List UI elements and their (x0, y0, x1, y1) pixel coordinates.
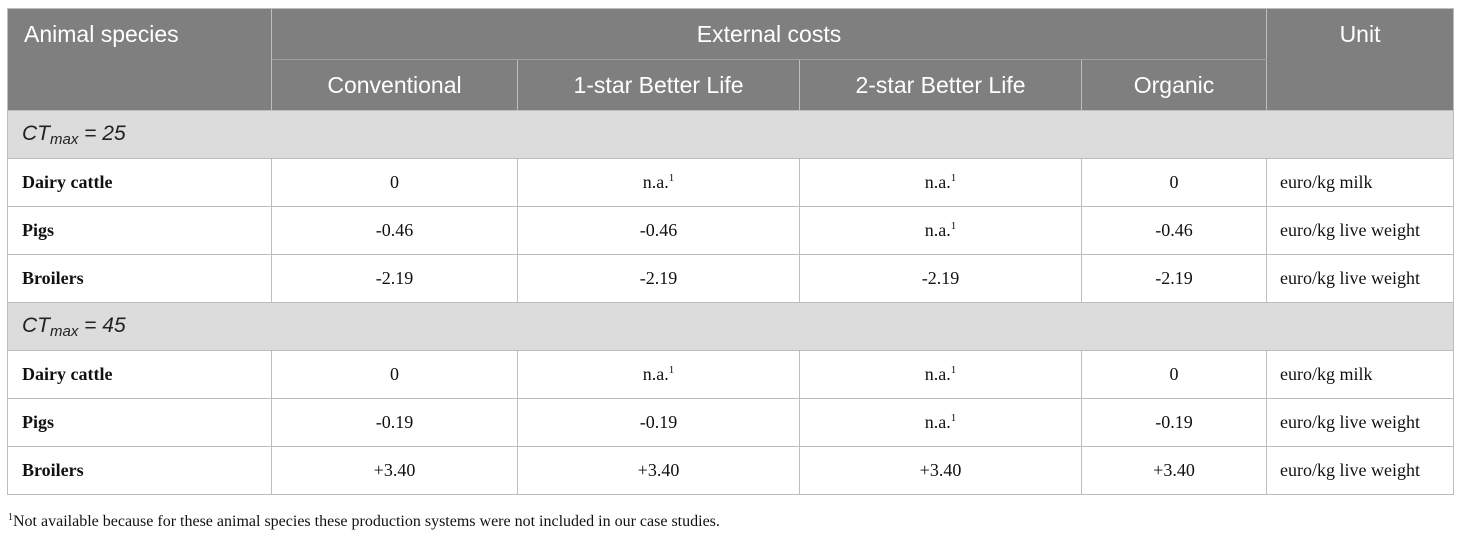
footnote-ref: 1 (950, 412, 957, 424)
group-ct-subscript: max (50, 322, 79, 340)
cost-value: -2.19 (639, 268, 678, 288)
cost-value: n.a. (924, 412, 951, 432)
cost-value: +3.40 (919, 460, 962, 480)
cost-cell: n.a.1 (799, 350, 1082, 399)
cost-cell: -2.19 (1080, 254, 1268, 303)
cost-cell: 0 (1080, 158, 1268, 207)
header-animal-species: Animal species (7, 8, 272, 111)
cost-value: -0.19 (639, 412, 678, 432)
footnote-ref: 1 (950, 364, 957, 376)
table-row: Broilers -2.19 -2.19 -2.19 -2.19 euro/kg live… (7, 254, 1455, 303)
footnote-ref: 1 (668, 364, 675, 376)
table-row: Broilers +3.40 +3.40 +3.40 +3.40 euro/kg live… (7, 446, 1455, 495)
cost-cell: +3.40 (271, 446, 518, 495)
table-container: Animal species External costs Unit Conve… (6, 8, 1455, 495)
cost-cell: +3.40 (799, 446, 1082, 495)
cost-cell: n.a.1 (517, 158, 800, 207)
header-conventional: Conventional (271, 59, 518, 111)
cost-value: -2.19 (375, 268, 414, 288)
cost-cell: +3.40 (517, 446, 800, 495)
cost-value: n.a. (924, 220, 951, 240)
cost-value: -2.19 (921, 268, 960, 288)
table-row: Pigs -0.46 -0.46 n.a.1 -0.46 euro/kg live wei… (7, 206, 1455, 255)
cost-value: 0 (390, 364, 399, 384)
footnote-text: Not available because for these animal s… (13, 513, 720, 530)
cost-cell: -0.46 (1080, 206, 1268, 255)
group-label: CTmax = 45 (6, 302, 1455, 351)
cost-value: +3.40 (1153, 460, 1195, 480)
animal-name: Broilers (7, 254, 272, 303)
cost-cell: -0.46 (517, 206, 800, 255)
unit-cell: euro/kg live weight (1266, 254, 1455, 303)
animal-name: Dairy cattle (7, 350, 272, 399)
cost-value: n.a. (642, 364, 669, 384)
group-ct-subscript: max (50, 130, 79, 148)
header-unit: Unit (1266, 8, 1455, 111)
header-external-costs: External costs (270, 8, 1268, 60)
group-row: CTmax = 45 (6, 302, 1455, 351)
table-row: Pigs -0.19 -0.19 n.a.1 -0.19 euro/kg live wei… (7, 398, 1455, 447)
animal-name: Dairy cattle (7, 158, 272, 207)
footnote-mark: 1 (8, 512, 13, 523)
external-costs-table: Animal species External costs Unit Conve… (6, 8, 1455, 495)
cost-cell: n.a.1 (517, 350, 800, 399)
cost-cell: +3.40 (1080, 446, 1268, 495)
table-row: Dairy cattle 0 n.a.1 n.a.1 0 euro/kg milk (7, 158, 1455, 207)
cost-cell: -0.19 (517, 398, 800, 447)
group-ct-label: CT (22, 313, 50, 337)
table-body: CTmax = 25 Dairy cattle 0 n.a.1 n.a.1 0 euro/k… (6, 110, 1455, 495)
animal-name: Pigs (7, 206, 272, 255)
cost-value: +3.40 (373, 460, 416, 480)
cost-value: -2.19 (1155, 268, 1193, 288)
cost-value: n.a. (924, 364, 951, 384)
group-label: CTmax = 25 (6, 110, 1455, 159)
unit-cell: euro/kg live weight (1266, 206, 1455, 255)
footnote-ref: 1 (668, 172, 675, 184)
cost-cell: 0 (1080, 350, 1268, 399)
unit-cell: euro/kg milk (1266, 350, 1455, 399)
cost-value: +3.40 (637, 460, 680, 480)
header-1-star-better-life: 1-star Better Life (517, 59, 800, 111)
group-row: CTmax = 25 (6, 110, 1455, 159)
unit-cell: euro/kg live weight (1266, 446, 1455, 495)
cost-cell: 0 (271, 350, 518, 399)
unit-cell: euro/kg milk (1266, 158, 1455, 207)
group-ct-value: = 25 (78, 121, 126, 145)
cost-cell: n.a.1 (799, 158, 1082, 207)
cost-value: -0.46 (1155, 220, 1193, 240)
footnote-ref: 1 (950, 172, 957, 184)
cost-value: 0 (1169, 364, 1179, 384)
cost-value: 0 (390, 172, 399, 192)
cost-value: -0.19 (1155, 412, 1193, 432)
animal-name: Broilers (7, 446, 272, 495)
cost-cell: -0.19 (271, 398, 518, 447)
cost-value: 0 (1169, 172, 1179, 192)
cost-value: -0.19 (375, 412, 414, 432)
header-2-star-better-life: 2-star Better Life (799, 59, 1082, 111)
cost-value: -0.46 (375, 220, 414, 240)
cost-value: -0.46 (639, 220, 678, 240)
cost-cell: 0 (271, 158, 518, 207)
cost-cell: -0.19 (1080, 398, 1268, 447)
cost-cell: -2.19 (271, 254, 518, 303)
animal-name: Pigs (7, 398, 272, 447)
group-ct-label: CT (22, 121, 50, 145)
header-organic: Organic (1080, 59, 1268, 111)
table-row: Dairy cattle 0 n.a.1 n.a.1 0 euro/kg milk (7, 350, 1455, 399)
cost-cell: n.a.1 (799, 206, 1082, 255)
cost-value: n.a. (642, 172, 669, 192)
cost-cell: -2.19 (517, 254, 800, 303)
footnote: 1Not available because for these animal … (8, 512, 720, 531)
cost-cell: n.a.1 (799, 398, 1082, 447)
group-ct-value: = 45 (78, 313, 126, 337)
cost-cell: -2.19 (799, 254, 1082, 303)
cost-cell: -0.46 (271, 206, 518, 255)
footnote-ref: 1 (950, 220, 957, 232)
unit-cell: euro/kg live weight (1266, 398, 1455, 447)
cost-value: n.a. (924, 172, 951, 192)
